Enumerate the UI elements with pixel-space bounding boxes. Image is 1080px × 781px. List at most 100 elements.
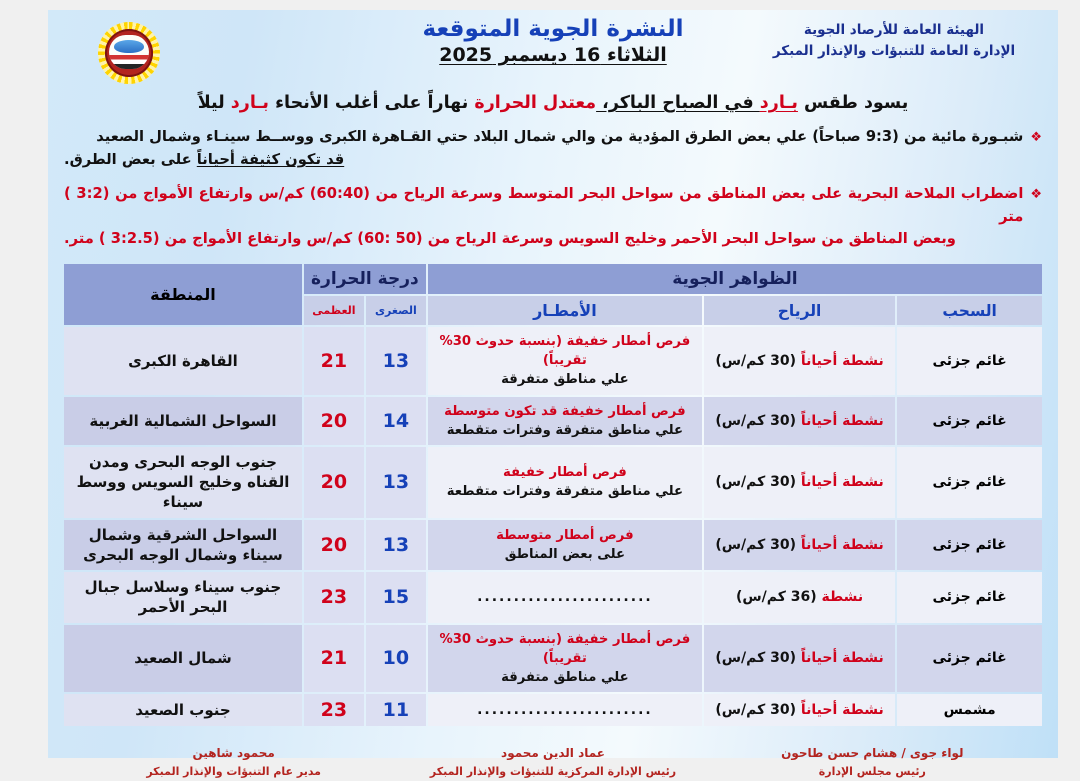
cell-clouds: غائم جزئى <box>897 396 1042 445</box>
bulletin-page: النشرة الجوية المتوقعة الثلاثاء 16 ديسمب… <box>48 10 1058 778</box>
summary-part2: في الصباح الباكر، <box>596 93 760 113</box>
cell-wind: نشطة أحياناً (30 كم/س) <box>703 396 896 445</box>
cell-rain-primary: فرص أمطار خفيفة قد تكون متوسطة <box>444 403 686 419</box>
forecast-table-body: غائم جزئى نشطة أحياناً (30 كم/س) فرص أمطار… <box>64 327 1042 727</box>
signature-general-manager: محمود شاهين مدير عام التنبؤات والإنذار ا… <box>74 744 393 781</box>
cell-temp-max: 20 <box>303 519 364 571</box>
cell-temp-min: 13 <box>365 446 426 518</box>
advisory-marine-line2: وبعض المناطق من سواحل البحر الأحمر وخليج… <box>64 230 956 248</box>
cell-rain: ........................ <box>427 694 702 727</box>
cell-rain-secondary: علي مناطق متفرقة وفترات متقطعة <box>446 422 684 438</box>
table-row: غائم جزئى نشطة أحياناً (30 كم/س) فرص أمطار… <box>64 327 1042 395</box>
signature-chairman: لواء جوى / هشام حسن طاحون رئيس مجلس الإد… <box>713 744 1032 781</box>
advisory-marine-line1: اضطراب الملاحة البحرية على بعض المناطق م… <box>64 184 1024 225</box>
logo-cloud-icon <box>114 40 144 53</box>
summary-part3: نهاراً على أغلب الأنحاء <box>268 93 475 113</box>
cell-temp-min: 13 <box>365 327 426 395</box>
cell-rain-secondary: علي مناطق متفرقة <box>501 669 629 685</box>
cell-temp-min: 11 <box>365 694 426 727</box>
advisory-marine: ❖ اضطراب الملاحة البحرية على بعض المناطق… <box>64 183 1042 251</box>
header-region: المنطقة <box>64 264 302 326</box>
header-temperature: درجة الحرارة <box>303 264 426 295</box>
signature-name: عماد الدين محمود <box>501 746 605 761</box>
cell-rain: فرص أمطار خفيفة (بنسبة حدوث 30% تقريباً)… <box>427 624 702 693</box>
cell-rain: فرص أمطار خفيفة قد تكون متوسطة علي مناطق … <box>427 396 702 445</box>
signature-name: محمود شاهين <box>192 746 275 761</box>
cell-temp-min: 13 <box>365 519 426 571</box>
cell-region: القاهرة الكبرى <box>64 327 302 395</box>
signature-role: مدير عام التنبؤات والإنذار المبكر <box>146 765 321 779</box>
cell-rain-secondary: على بعض المناطق <box>504 546 626 562</box>
signature-footer: لواء جوى / هشام حسن طاحون رئيس مجلس الإد… <box>74 744 1032 781</box>
cell-rain-secondary: علي مناطق متفرقة وفترات متقطعة <box>446 484 684 500</box>
cell-temp-max: 21 <box>303 624 364 693</box>
department-name: الإدارة العامة للتنبؤات والإنذار المبكر <box>772 42 1016 59</box>
header-wind: الرياح <box>703 296 896 326</box>
cell-rain: فرص أمطار خفيفة علي مناطق متفرقة وفترات م… <box>427 446 702 518</box>
cell-temp-max: 21 <box>303 327 364 395</box>
cell-region: جنوب الوجه البحرى ومدن القناه وخليج السو… <box>64 446 302 518</box>
cell-temp-min: 15 <box>365 572 426 623</box>
cell-wind: نشطة (36 كم/س) <box>703 572 896 623</box>
bullet-marker-icon: ❖ <box>1030 130 1042 146</box>
cell-temp-max: 20 <box>303 446 364 518</box>
cell-wind: نشطة أحياناً (30 كم/س) <box>703 446 896 518</box>
cell-wind: نشطة أحياناً (30 كم/س) <box>703 327 896 395</box>
ema-logo-icon <box>98 22 160 84</box>
bullet-marker-icon: ❖ <box>1030 186 1042 202</box>
advisory-fog-text: شبـورة مائية من (9:3 صباحاً) علي بعض الط… <box>64 126 1023 172</box>
summary-part4: ليلاً <box>197 93 231 113</box>
summary-moderate-day: معتدل الحرارة <box>474 93 597 113</box>
page-header: النشرة الجوية المتوقعة الثلاثاء 16 ديسمب… <box>48 10 1058 88</box>
table-row: مشمس نشطة أحياناً (30 كم/س)..............… <box>64 694 1042 727</box>
cell-region: جنوب الصعيد <box>64 694 302 727</box>
summary-cold-night: بـارد <box>230 93 269 113</box>
title-block: النشرة الجوية المتوقعة الثلاثاء 16 ديسمب… <box>48 16 1058 66</box>
advisory-fog-line2: قد تكون كثيفة أحياناً على بعض الطرق. <box>64 149 1023 172</box>
cell-clouds: مشمس <box>897 694 1042 727</box>
signature-role: رئيس الإدارة المركزية للتنبؤات والإنذار … <box>429 765 677 779</box>
page-title: النشرة الجوية المتوقعة <box>422 16 684 42</box>
cell-rain-primary: فرص أمطار خفيفة (بنسبة حدوث 30% تقريباً) <box>439 631 691 666</box>
weather-summary: يسود طقس بـارد في الصباح الباكر، معتدل ا… <box>58 90 1048 116</box>
table-row: غائم جزئى نشطة أحياناً (30 كم/س) فرص أمطار… <box>64 519 1042 571</box>
logo-flag <box>109 55 149 69</box>
cell-rain-secondary: علي مناطق متفرقة <box>501 372 629 388</box>
cell-temp-max: 23 <box>303 572 364 623</box>
signature-role: رئيس مجلس الإدارة <box>818 765 926 779</box>
logo-inner-emblem <box>109 35 149 69</box>
header-temp-min: الصغرى <box>365 296 426 326</box>
cell-temp-max: 23 <box>303 694 364 727</box>
cell-clouds: غائم جزئى <box>897 446 1042 518</box>
header-clouds: السحب <box>897 296 1042 326</box>
cell-temp-min: 14 <box>365 396 426 445</box>
table-group-header-row: الظواهر الجوية درجة الحرارة المنطقة <box>64 264 1042 326</box>
cell-rain-primary: فرص أمطار خفيفة (بنسبة حدوث 30% تقريباً) <box>439 334 691 369</box>
header-phenomena: الظواهر الجوية <box>427 264 1042 295</box>
cell-temp-min: 10 <box>365 624 426 693</box>
advisory-marine-text: اضطراب الملاحة البحرية على بعض المناطق م… <box>64 183 1023 251</box>
table-row: غائم جزئى نشطة أحياناً (30 كم/س) فرص أمطار… <box>64 396 1042 445</box>
header-rain: الأمطـار <box>427 296 702 326</box>
advisory-fog-line1: شبـورة مائية من (9:3 صباحاً) علي بعض الط… <box>96 128 1024 146</box>
cell-rain: فرص أمطار متوسطة على بعض المناطق <box>427 519 702 571</box>
cell-clouds: غائم جزئى <box>897 572 1042 623</box>
forecast-table-wrapper: الظواهر الجوية درجة الحرارة المنطقة السح… <box>62 262 1044 728</box>
summary-part1: يسود طقس <box>797 93 909 113</box>
advisory-list: ❖ شبـورة مائية من (9:3 صباحاً) علي بعض ا… <box>64 126 1042 251</box>
forecast-table: الظواهر الجوية درجة الحرارة المنطقة السح… <box>62 262 1044 728</box>
signature-central-head: عماد الدين محمود رئيس الإدارة المركزية ل… <box>393 744 712 781</box>
cell-region: السواحل الشمالية الغربية <box>64 396 302 445</box>
cell-rain-primary: فرص أمطار متوسطة <box>496 527 634 543</box>
cell-temp-max: 20 <box>303 396 364 445</box>
cell-clouds: غائم جزئى <box>897 327 1042 395</box>
cell-wind: نشطة أحياناً (30 كم/س) <box>703 624 896 693</box>
cell-wind: نشطة أحياناً (30 كم/س) <box>703 519 896 571</box>
cell-clouds: غائم جزئى <box>897 519 1042 571</box>
summary-cold-morning: بـارد <box>759 93 798 113</box>
advisory-fog: ❖ شبـورة مائية من (9:3 صباحاً) علي بعض ا… <box>64 126 1042 172</box>
cell-region: شمال الصعيد <box>64 624 302 693</box>
table-row: غائم جزئى نشطة (36 كم/س).................… <box>64 572 1042 623</box>
advisory-fog-line2-underlined: قد تكون كثيفة أحياناً <box>196 151 345 169</box>
cell-rain-none: ........................ <box>477 589 653 606</box>
